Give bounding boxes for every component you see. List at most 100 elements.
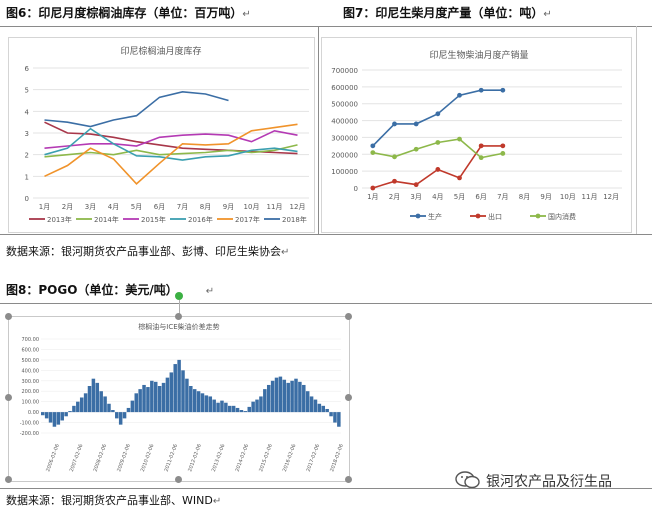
fig8-bar — [72, 405, 76, 413]
fig8-bar — [173, 364, 177, 413]
fig8-bar — [107, 403, 111, 413]
table-rule-bottom — [0, 488, 652, 489]
fig8-bar — [185, 378, 189, 413]
fig8-xtick: 2012-02-06 — [187, 443, 203, 472]
fig7-xtick: 12月 — [603, 193, 619, 201]
fig8-xtick: 2013-02-06 — [211, 443, 227, 472]
fig7-xtick: 5月 — [454, 193, 465, 201]
resize-handle-ne[interactable] — [345, 313, 352, 320]
fig6-xtick: 6月 — [154, 203, 165, 211]
fig7-point — [457, 136, 462, 142]
fig6-ytick: 1 — [25, 173, 29, 181]
fig8-bar — [329, 412, 333, 417]
fig7-point — [500, 143, 506, 149]
fig8-bar — [126, 407, 131, 413]
fig7-point — [435, 140, 441, 145]
fig8-bar — [298, 381, 302, 413]
fig6-xtick: 8月 — [200, 203, 211, 211]
fig7-point — [392, 121, 397, 127]
fig7-point — [413, 182, 419, 188]
fig6-xtick: 2月 — [62, 203, 73, 211]
fig8-bar — [150, 380, 154, 413]
fig8-bar — [177, 359, 181, 413]
fig8-bar — [48, 412, 53, 423]
fig7-legend-marker — [535, 213, 541, 219]
fig8-ytick: -100.00 — [20, 421, 39, 427]
resize-handle-sw[interactable] — [5, 476, 12, 483]
fig7-chart-title: 印尼生物柴油月度产销量 — [429, 49, 528, 61]
fig6-ytick: 2 — [25, 152, 29, 160]
fig8-bar — [41, 412, 45, 416]
fig7-point — [457, 175, 462, 181]
fig6-series-line — [44, 127, 298, 161]
fig7-point — [392, 154, 397, 160]
fig6-legend-label: 2016年 — [188, 215, 213, 224]
fig8-xtick: 2017-02-06 — [306, 443, 322, 472]
fig8-ytick: 100.00 — [22, 400, 40, 406]
fig7-ytick: 500000 — [331, 101, 358, 109]
fig8-bar — [325, 408, 329, 413]
fig8-bar — [220, 400, 224, 413]
resize-handle-nw[interactable] — [5, 313, 12, 320]
resize-handle-s[interactable] — [175, 476, 182, 483]
fig8-ytick: 500.00 — [22, 358, 40, 364]
fig7-point — [500, 151, 506, 156]
fig8-bar — [235, 407, 240, 413]
fig6-svg: 印尼棕榈油月度库存 0 1 2 3 4 5 6 1月 2月 3月 4月 5月 6月 7月 8月 9月 10月 11… — [25, 45, 309, 224]
fig7-ytick: 200000 — [331, 151, 358, 159]
fig8-xtick: 2009-02-06 — [116, 443, 132, 472]
fig8-bar — [247, 406, 251, 413]
fig8-bar — [68, 411, 72, 413]
fig8-chart[interactable]: 棕榈油与ICE柴油价差走势 700.00 600.00 500.00 400.00 30… — [8, 316, 350, 482]
source-note-2: 数据来源：银河期货农产品事业部、WIND↵ — [6, 494, 222, 507]
resize-handle-se[interactable] — [345, 476, 352, 483]
fig8-xtick: 2011-02-06 — [164, 443, 180, 472]
fig7-ytick: 600000 — [331, 84, 358, 92]
fig6-chart-title: 印尼棕榈油月度库存 — [120, 45, 201, 57]
fig8-bar — [270, 380, 275, 413]
fig7-point — [500, 87, 506, 93]
fig6-series-line — [44, 123, 298, 186]
fig6-legend-label: 2018年 — [282, 215, 307, 224]
fig7-ytick: 300000 — [331, 134, 358, 142]
resize-handle-n[interactable] — [175, 313, 182, 320]
fig8-bar — [181, 370, 185, 413]
fig6-chart: 印尼棕榈油月度库存 0 1 2 3 4 5 6 1月 2月 3月 4月 5月 6月 7月 8月 9月 10月 11… — [8, 37, 315, 233]
fig7-xtick: 9月 — [540, 193, 551, 201]
fig7-legend-label: 出口 — [488, 212, 502, 221]
fig8-bar — [138, 389, 142, 413]
resize-handle-e[interactable] — [345, 394, 352, 401]
rotate-handle[interactable] — [175, 292, 183, 300]
fig8-chart-title: 棕榈油与ICE柴油价差走势 — [138, 322, 219, 331]
fig8-bar — [290, 380, 294, 413]
fig6-xtick: 3月 — [85, 203, 96, 211]
fig8-bar — [165, 377, 170, 413]
fig8-bar — [274, 377, 279, 413]
fig8-bar — [52, 412, 57, 427]
fig8-xtick: 2006-02-06 — [45, 443, 61, 472]
fig8-bar — [64, 412, 68, 417]
fig7-xtick: 1月 — [367, 193, 378, 201]
fig8-bar — [204, 395, 209, 413]
fig8-bar — [321, 405, 326, 413]
fig8-bar — [313, 399, 318, 413]
fig8-ytick: 600.00 — [22, 347, 40, 353]
fig6-ytick: 5 — [25, 87, 29, 95]
fig8-xtick: 2014-02-06 — [235, 443, 251, 472]
fig8-bar — [228, 405, 232, 413]
fig7-legend-marker — [475, 213, 481, 219]
fig7-legend-label: 生产 — [428, 212, 442, 221]
fig8-bar — [169, 372, 174, 413]
fig8-bar — [208, 396, 213, 413]
fig6-legend-label: 2014年 — [94, 215, 119, 224]
fig8-ytick: 300.00 — [22, 379, 40, 385]
fig8-bar — [317, 403, 322, 413]
fig6-xtick: 11月 — [267, 203, 283, 211]
fig6-xtick: 9月 — [223, 203, 234, 211]
resize-handle-w[interactable] — [5, 394, 12, 401]
fig7-point — [457, 92, 462, 98]
fig8-bar — [157, 386, 162, 413]
fig7-xtick: 2月 — [389, 193, 400, 201]
fig8-bar — [212, 399, 216, 413]
fig8-bar — [337, 412, 341, 427]
